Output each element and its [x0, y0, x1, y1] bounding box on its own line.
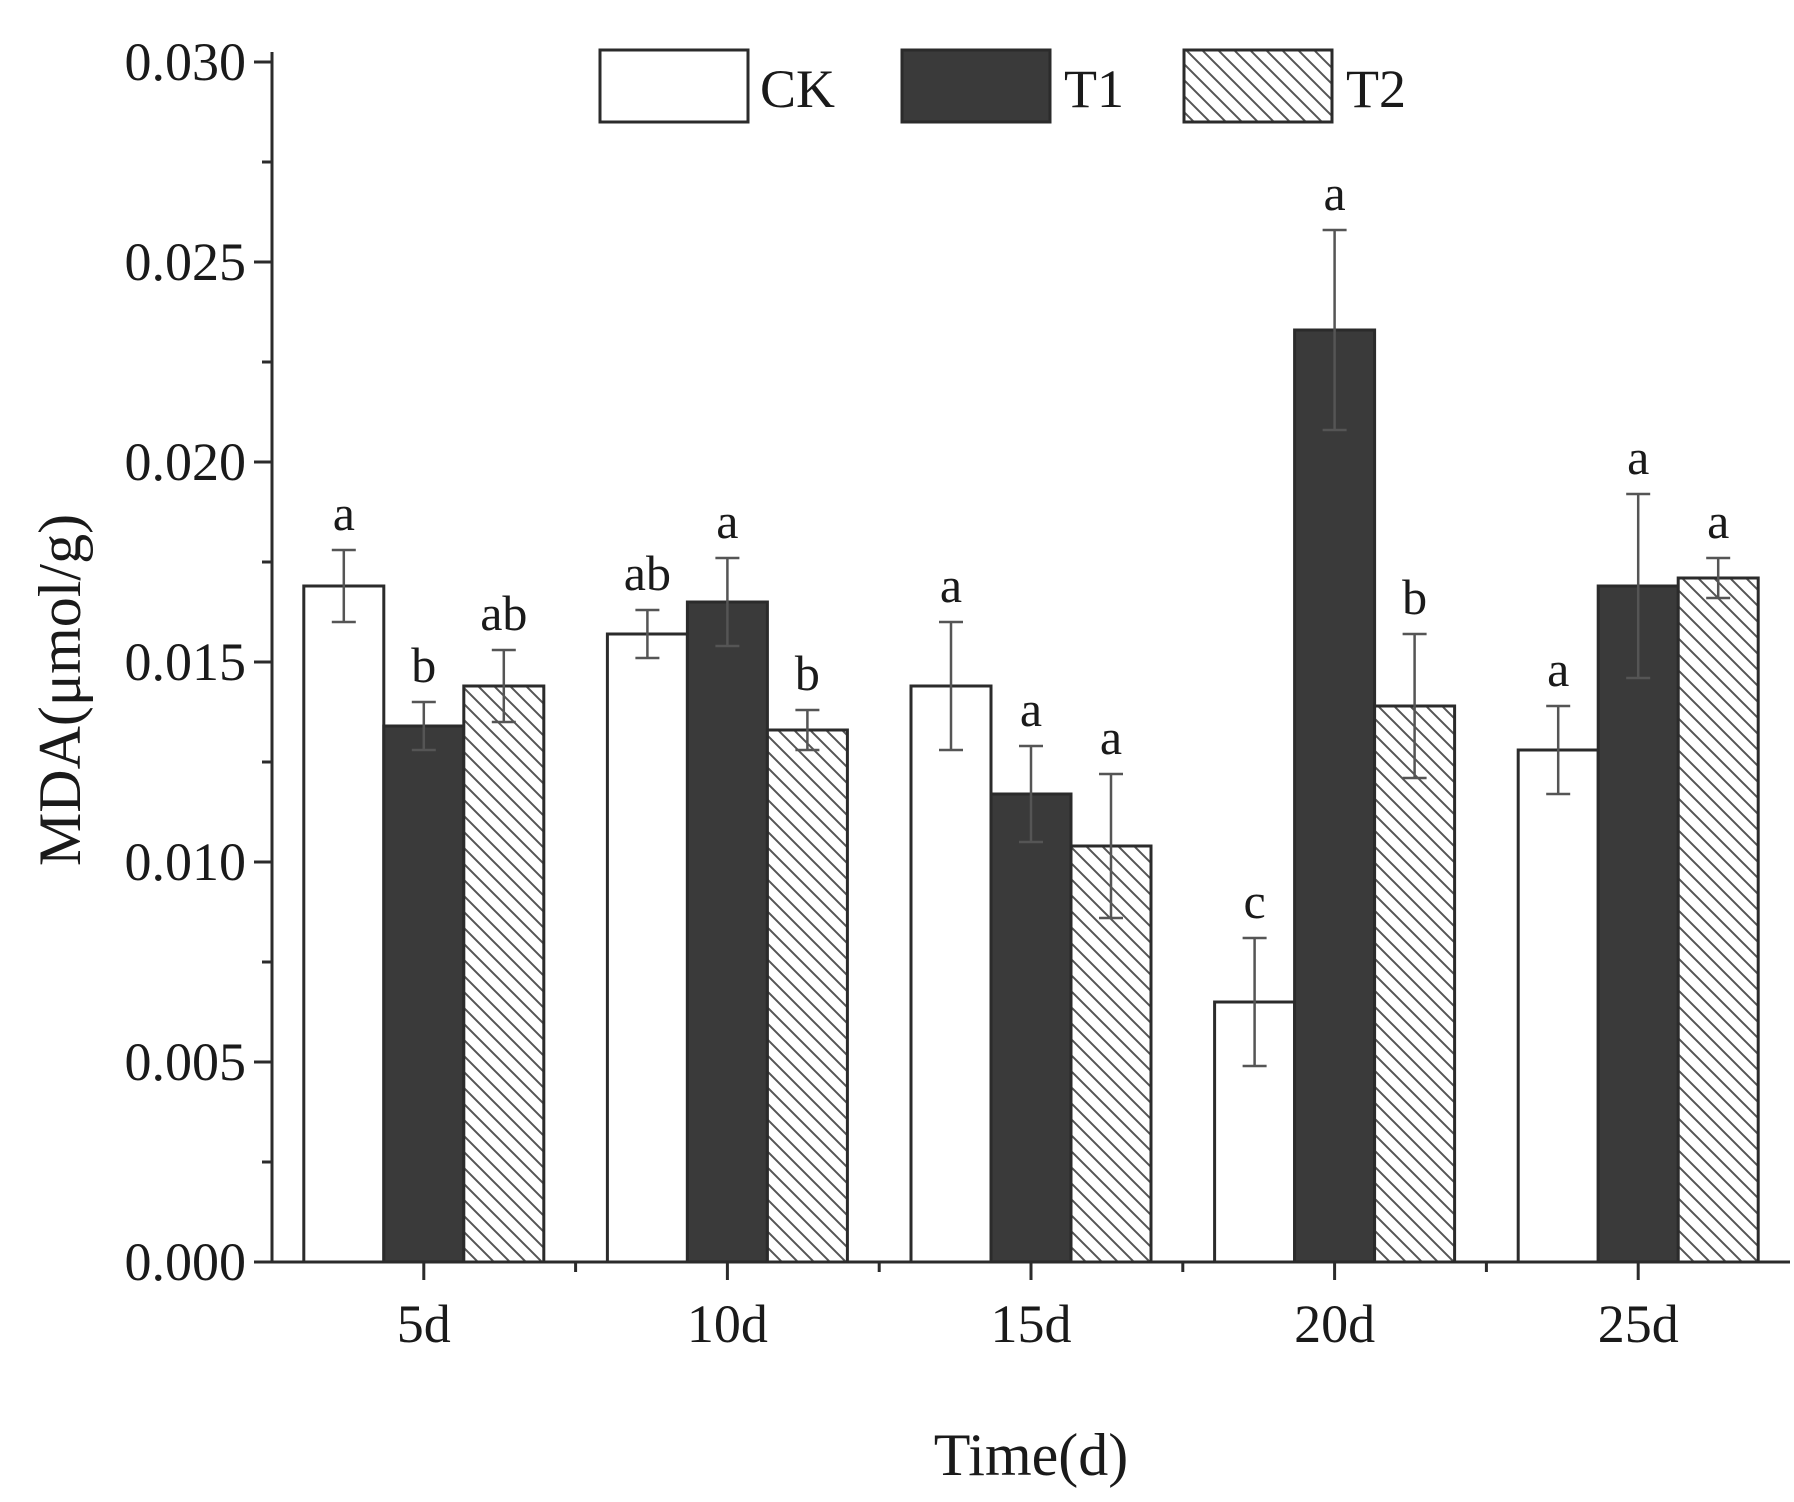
y-tick-label: 0.005 [125, 1032, 247, 1092]
bar-t1 [989, 792, 1073, 1264]
significance-letter: ab [480, 585, 527, 641]
legend-label-ck: CK [760, 59, 835, 119]
bar-t2 [1373, 704, 1457, 1264]
bar-ck [302, 584, 386, 1264]
bar-t2 [462, 684, 546, 1264]
x-tick-label: 15d [991, 1294, 1072, 1354]
legend: CK T1 T2 [598, 48, 1406, 124]
significance-letter: ab [624, 545, 671, 601]
bar-t1 [685, 600, 769, 1264]
bar-ck [605, 632, 689, 1264]
bar-ck [1516, 748, 1600, 1264]
legend-swatch-ck [598, 48, 750, 124]
significance-letter: a [1707, 493, 1729, 549]
plot-area: 0.0000.0050.0100.0150.0200.0250.0305daba… [125, 32, 1790, 1354]
x-tick-label: 10d [687, 1294, 768, 1354]
x-axis-title: Time(d) [934, 1422, 1128, 1488]
y-tick-label: 0.000 [125, 1232, 247, 1292]
significance-letter: a [333, 485, 355, 541]
bar-t1 [1293, 328, 1377, 1264]
significance-letter: a [716, 493, 738, 549]
y-tick-label: 0.025 [125, 232, 247, 292]
significance-letter: a [940, 557, 962, 613]
legend-label-t1: T1 [1064, 59, 1124, 119]
y-tick-label: 0.030 [125, 32, 247, 92]
y-axis-title: MDA(μmol/g) [27, 514, 93, 866]
x-tick-label: 5d [397, 1294, 451, 1354]
significance-letter: b [795, 645, 820, 701]
legend-label-t2: T2 [1346, 59, 1406, 119]
bar-ck [909, 684, 993, 1264]
significance-letter: b [411, 637, 436, 693]
bar-t1 [382, 724, 466, 1264]
significance-letter: c [1243, 873, 1265, 929]
significance-letter: b [1402, 569, 1427, 625]
significance-letter: a [1020, 681, 1042, 737]
y-tick-label: 0.010 [125, 832, 247, 892]
bar-t2 [765, 728, 849, 1264]
significance-letter: a [1547, 641, 1569, 697]
y-tick-label: 0.015 [125, 632, 247, 692]
bar-t2 [1676, 576, 1760, 1264]
legend-swatch-t1 [900, 48, 1052, 124]
y-tick-label: 0.020 [125, 432, 247, 492]
legend-swatch-t2 [1182, 48, 1334, 124]
x-tick-label: 20d [1294, 1294, 1375, 1354]
significance-letter: a [1627, 429, 1649, 485]
significance-letter: a [1323, 165, 1345, 221]
x-tick-label: 25d [1598, 1294, 1679, 1354]
significance-letter: a [1100, 709, 1122, 765]
bar-t1 [1596, 584, 1680, 1264]
